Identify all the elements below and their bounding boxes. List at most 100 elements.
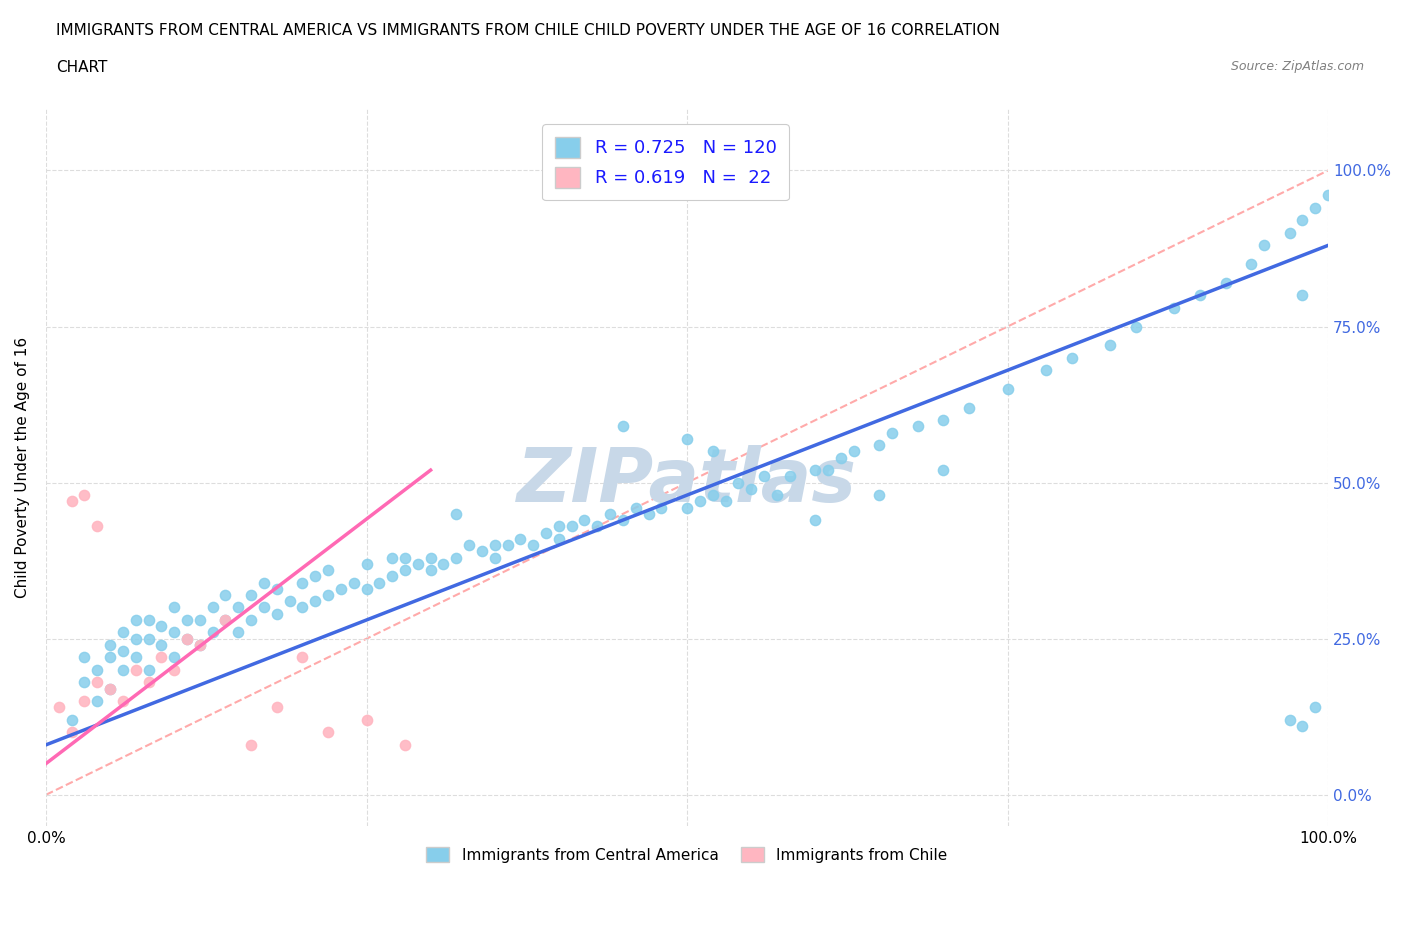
Point (586, 519, 609, 534)
Point (163, 600, 186, 615)
Point (394, 737, 416, 752)
Point (509, 531, 531, 546)
Point (740, 482, 762, 497)
Point (73, 487, 96, 502)
Point (125, 662, 148, 677)
Point (1278, 225, 1301, 240)
Point (240, 613, 263, 628)
Point (138, 631, 160, 646)
Point (624, 500, 647, 515)
Point (779, 469, 801, 484)
Y-axis label: Child Poverty Under the Age of 16: Child Poverty Under the Age of 16 (15, 337, 30, 598)
Point (98, 681, 121, 696)
Point (714, 494, 737, 509)
Point (291, 650, 314, 665)
Point (1035, 363, 1057, 378)
Point (381, 551, 404, 565)
Point (138, 675, 160, 690)
Point (574, 512, 596, 527)
Point (676, 500, 699, 515)
Text: ZIPatlas: ZIPatlas (517, 445, 858, 518)
Point (188, 637, 211, 652)
Text: CHART: CHART (56, 60, 108, 75)
Point (676, 432, 699, 446)
Point (496, 538, 519, 552)
Point (446, 507, 468, 522)
Point (932, 413, 955, 428)
Point (599, 507, 621, 522)
Point (1060, 351, 1083, 365)
Point (163, 650, 186, 665)
Point (98, 650, 121, 665)
Point (316, 588, 339, 603)
Point (60, 494, 83, 509)
Point (432, 556, 454, 571)
Point (86, 662, 108, 677)
Point (176, 631, 198, 646)
Point (111, 625, 134, 640)
Point (637, 507, 659, 522)
Point (201, 600, 224, 615)
Point (188, 613, 211, 628)
Point (1291, 719, 1313, 734)
Point (163, 662, 186, 677)
Point (419, 563, 441, 578)
Point (163, 625, 186, 640)
Point (804, 512, 827, 527)
Point (1215, 275, 1237, 290)
Point (304, 593, 326, 608)
Point (356, 712, 378, 727)
Point (368, 575, 391, 590)
Point (957, 400, 980, 415)
Point (356, 581, 378, 596)
Point (882, 425, 904, 440)
Point (1188, 288, 1211, 303)
Point (446, 551, 468, 565)
Point (291, 600, 314, 615)
Point (98, 681, 121, 696)
Point (278, 593, 301, 608)
Point (765, 487, 787, 502)
Point (60, 724, 83, 739)
Point (150, 637, 173, 652)
Point (125, 650, 148, 665)
Point (98, 637, 121, 652)
Text: Source: ZipAtlas.com: Source: ZipAtlas.com (1230, 60, 1364, 73)
Point (201, 625, 224, 640)
Point (48, 700, 70, 715)
Point (907, 419, 929, 434)
Legend: Immigrants from Central America, Immigrants from Chile: Immigrants from Central America, Immigra… (420, 841, 953, 869)
Point (394, 563, 416, 578)
Point (86, 519, 108, 534)
Point (266, 581, 288, 596)
Point (522, 538, 544, 552)
Point (214, 588, 236, 603)
Point (547, 519, 569, 534)
Point (111, 694, 134, 709)
Point (381, 569, 404, 584)
Point (561, 519, 583, 534)
Point (702, 444, 724, 458)
Point (1278, 712, 1301, 727)
Point (689, 494, 711, 509)
Point (547, 531, 569, 546)
Point (702, 487, 724, 502)
Point (1291, 213, 1313, 228)
Point (150, 650, 173, 665)
Point (484, 538, 506, 552)
Point (612, 419, 634, 434)
Point (73, 694, 96, 709)
Point (1253, 238, 1275, 253)
Point (356, 556, 378, 571)
Point (842, 444, 865, 458)
Point (188, 637, 211, 652)
Point (1125, 319, 1147, 334)
Point (830, 450, 852, 465)
Point (125, 613, 148, 628)
Point (111, 644, 134, 658)
Point (868, 487, 890, 502)
Point (86, 675, 108, 690)
Point (868, 438, 890, 453)
Point (458, 538, 481, 552)
Point (1163, 300, 1185, 315)
